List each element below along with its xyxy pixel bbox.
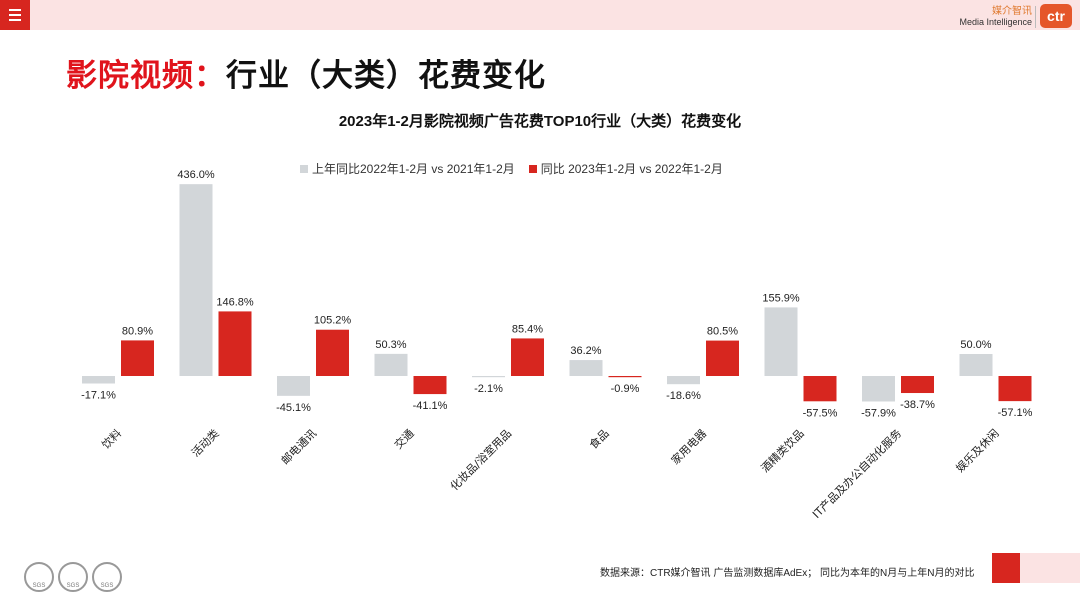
data-label-curr: -41.1%: [413, 400, 448, 412]
category-label: 家用电器: [668, 426, 709, 467]
sgs-badge-icon: SGS: [58, 562, 88, 592]
bar-curr: [316, 329, 349, 376]
data-label-curr: -38.7%: [900, 399, 935, 411]
page-title-rest: 行业（大类）花费变化: [226, 58, 546, 94]
bar-curr: [706, 340, 739, 376]
footer-accent-block: [992, 553, 1020, 583]
data-label-curr: 85.4%: [512, 323, 543, 335]
data-label-prev: -57.9%: [861, 407, 896, 419]
bar-prev: [374, 353, 408, 376]
data-label-curr: 105.2%: [314, 315, 352, 327]
bar-prev: [959, 354, 993, 376]
sgs-badge-icon: SGS: [92, 562, 122, 592]
menu-icon[interactable]: [0, 0, 30, 30]
data-label-prev: 436.0%: [177, 169, 215, 181]
bar-curr: [803, 376, 837, 402]
data-label-curr: 80.5%: [707, 326, 738, 338]
bar-prev: [179, 184, 213, 376]
bar-prev: [277, 376, 310, 396]
legend-label-curr: 同比 2023年1-2月 vs 2022年1-2月: [540, 162, 723, 176]
data-label-prev: 36.2%: [570, 345, 601, 357]
chart-legend: 上年同比2022年1-2月 vs 2021年1-2月 同比 2023年1-2月 …: [300, 160, 737, 177]
bar-curr: [511, 338, 544, 376]
data-label-prev: -2.1%: [474, 383, 503, 395]
bar-prev: [569, 360, 603, 376]
bar-prev: [82, 376, 115, 384]
category-label: 娱乐及休闲: [953, 426, 1002, 475]
bar-prev: [764, 307, 798, 376]
legend-swatch-prev: [300, 164, 308, 173]
data-label-prev: 50.3%: [375, 339, 406, 351]
brand-text: 媒介智讯 Media Intelligence: [959, 6, 1032, 28]
data-label-prev: -45.1%: [276, 402, 311, 414]
chart-title: 2023年1-2月影院视频广告花费TOP10行业（大类）花费变化: [338, 113, 742, 130]
bar-curr: [218, 311, 252, 376]
bar-prev: [472, 376, 505, 378]
data-label-curr: 80.9%: [122, 325, 153, 337]
bar-curr: [998, 376, 1032, 402]
brand-en: Media Intelligence: [959, 17, 1032, 27]
data-label-prev: -18.6%: [666, 390, 701, 402]
data-label-prev: 50.0%: [960, 339, 991, 351]
category-label: 酒精类饮品: [758, 426, 807, 475]
data-label-prev: 155.9%: [762, 292, 800, 304]
category-label: IT产品及办公自动化服务: [809, 426, 904, 521]
category-label: 食品: [586, 426, 611, 451]
category-label: 化妆品/浴室用品: [447, 426, 514, 493]
category-label: 饮料: [99, 426, 124, 451]
ctr-logo: ctr: [1040, 4, 1072, 28]
bar-prev: [862, 376, 895, 402]
bar-prev: [667, 376, 700, 385]
legend-item-prev: 上年同比2022年1-2月 vs 2021年1-2月: [300, 160, 515, 177]
bar-chart: -17.1% 80.9% 饮料 436.0% 146.8% 活动类 -45.1% 105.2%…: [81, 169, 1033, 521]
brand-cn: 媒介智讯: [992, 6, 1032, 17]
top-bar: [0, 0, 1080, 30]
page-title: 影院视频：行业（大类）花费变化: [66, 50, 546, 95]
data-label-prev: -17.1%: [81, 390, 116, 402]
data-label-curr: -0.9%: [611, 383, 640, 395]
legend-item-curr: 同比 2023年1-2月 vs 2022年1-2月: [528, 160, 723, 177]
sgs-badge-icon: SGS: [24, 562, 54, 592]
legend-label-prev: 上年同比2022年1-2月 vs 2021年1-2月: [312, 162, 515, 176]
certification-badges: SGS SGS SGS: [24, 562, 122, 592]
data-label-curr: 146.8%: [216, 296, 254, 308]
page-title-accent: 影院视频：: [66, 58, 226, 94]
legend-swatch-curr: [528, 164, 537, 173]
data-label-curr: -57.5%: [803, 407, 838, 419]
brand-divider: [1035, 6, 1036, 28]
bar-curr: [413, 376, 447, 395]
bar-curr: [608, 376, 642, 378]
category-label: 活动类: [188, 426, 221, 459]
category-label: 交通: [391, 426, 416, 451]
bar-curr: [901, 376, 934, 394]
footer-pink-block: [1020, 553, 1080, 583]
bar-curr: [121, 340, 154, 376]
category-label: 邮电通讯: [279, 427, 319, 467]
data-source-note: 数据来源：CTR媒介智讯 广告监测数据库AdEx； 同比为本年的N月与上年N月的…: [600, 568, 975, 579]
data-label-curr: -57.1%: [998, 407, 1033, 419]
